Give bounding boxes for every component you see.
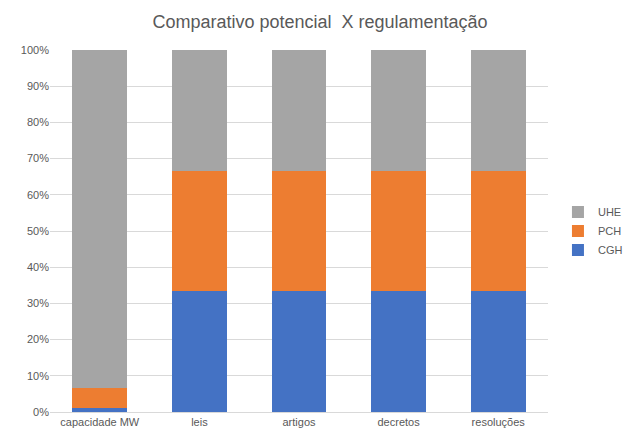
svg-text:CGH: CGH bbox=[598, 244, 623, 256]
svg-text:60%: 60% bbox=[27, 189, 49, 201]
svg-text:80%: 80% bbox=[27, 116, 49, 128]
svg-text:20%: 20% bbox=[27, 333, 49, 345]
svg-text:leis: leis bbox=[191, 416, 208, 428]
svg-text:Comparativo potencial X regul: Comparativo potencial X regulamentação bbox=[152, 12, 487, 32]
svg-text:10%: 10% bbox=[27, 370, 49, 382]
svg-text:40%: 40% bbox=[27, 261, 49, 273]
svg-text:30%: 30% bbox=[27, 297, 49, 309]
svg-text:90%: 90% bbox=[27, 80, 49, 92]
svg-text:100%: 100% bbox=[21, 44, 49, 56]
svg-text:70%: 70% bbox=[27, 152, 49, 164]
svg-text:capacidade MW: capacidade MW bbox=[60, 416, 139, 428]
svg-text:PCH: PCH bbox=[598, 225, 621, 237]
svg-text:0%: 0% bbox=[33, 406, 49, 418]
svg-text:artigos: artigos bbox=[282, 416, 316, 428]
svg-text:resoluções: resoluções bbox=[472, 416, 526, 428]
svg-text:50%: 50% bbox=[27, 225, 49, 237]
svg-text:UHE: UHE bbox=[598, 206, 621, 218]
svg-text:decretos: decretos bbox=[377, 416, 420, 428]
